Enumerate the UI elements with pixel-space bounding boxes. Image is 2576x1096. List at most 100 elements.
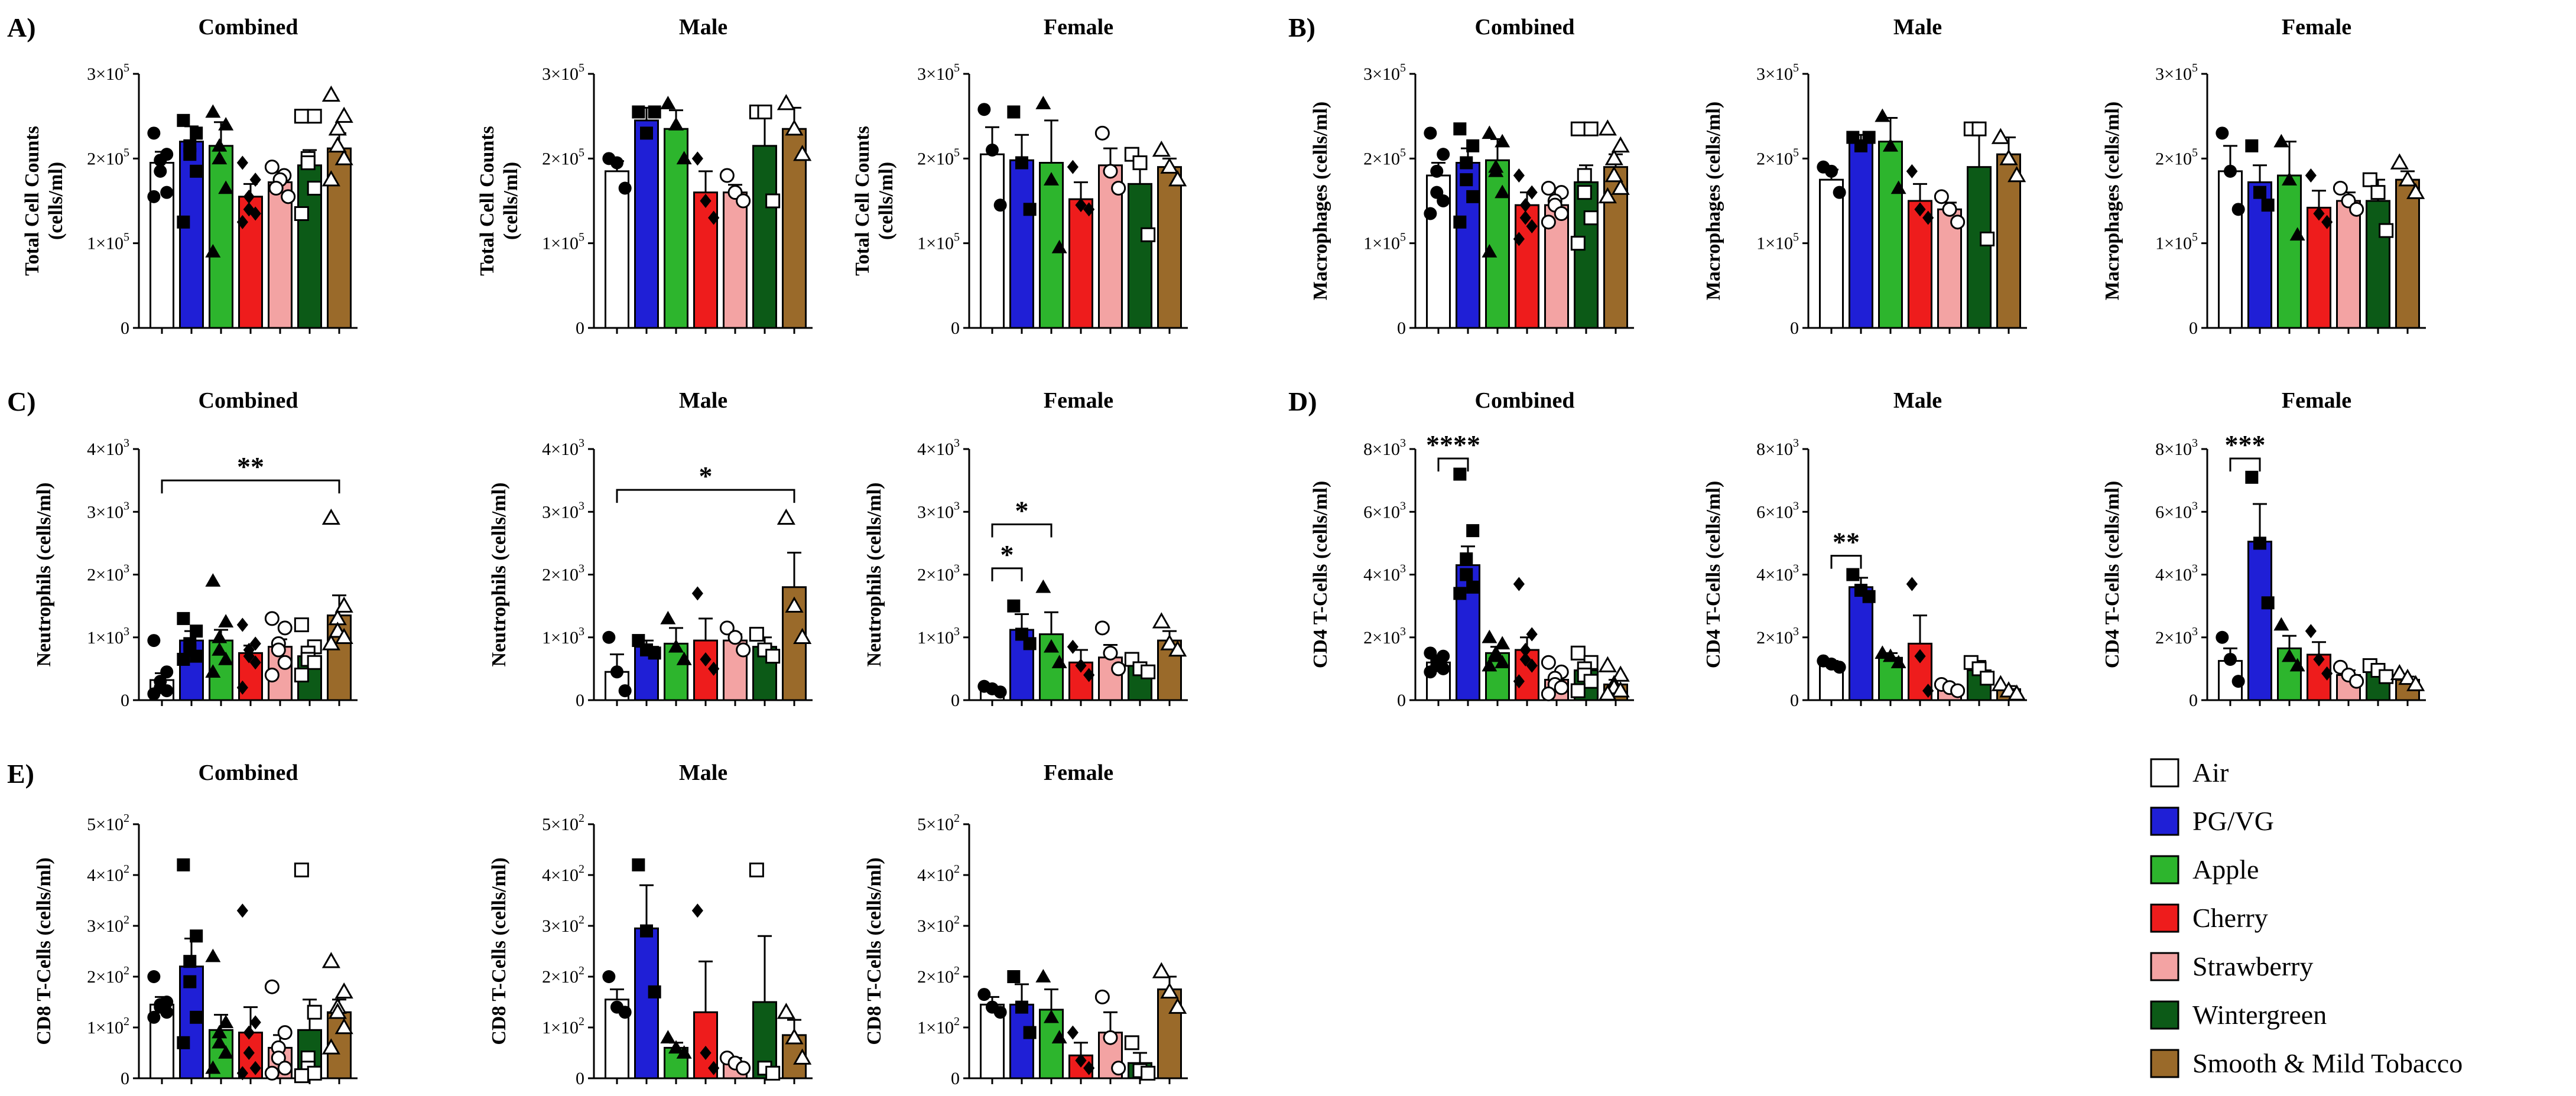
y-tick-label: 1×103: [87, 625, 129, 648]
data-point: [177, 612, 190, 625]
data-point: [1466, 190, 1480, 203]
data-point: [236, 680, 248, 695]
data-point: [602, 630, 616, 644]
data-point: [736, 193, 751, 209]
data-point: [2289, 658, 2305, 672]
panel-e: E) Combined CD8 T-Cells (cells/ml) 0 1×102 2×…: [7, 759, 1188, 1088]
y-tick-label: 3×102: [917, 913, 960, 936]
bar-pg-vg: [1456, 162, 1480, 329]
y-tick-label: 0: [951, 1069, 960, 1088]
y-tick-label: 4×103: [1756, 562, 1799, 585]
data-point: [277, 1061, 293, 1076]
data-point: [736, 1061, 751, 1076]
data-point: [147, 126, 161, 140]
data-point: [1067, 1025, 1079, 1040]
data-point: [249, 655, 261, 670]
y-tick-label: 5×102: [542, 812, 584, 834]
data-point: [243, 189, 255, 204]
data-point: [1570, 121, 1586, 136]
panel-b: B) Combined Macrophages (cells/ml) 0 1×105 2×…: [1288, 12, 2426, 338]
significance-label: **: [1833, 527, 1860, 557]
data-point: [2231, 203, 2245, 216]
bar-wintergreen: [1128, 183, 1152, 329]
legend-item: Smooth & Mild Tobacco: [2150, 1048, 2463, 1078]
y-axis-label: CD4 T-Cells (cells/ml): [1703, 481, 1724, 668]
subplot-title: Combined: [199, 15, 298, 40]
subplot-title: Male: [1893, 15, 1942, 40]
subplot-male: Male CD8 T-Cells (cells/ml) 0 1×102 2×102 3×1…: [488, 760, 813, 1088]
data-point: [1424, 126, 1437, 140]
data-point: [236, 1066, 248, 1081]
data-point: [190, 625, 203, 638]
y-tick-label: 8×103: [1363, 437, 1406, 459]
y-tick-label: 0: [1790, 318, 1799, 338]
data-point: [1495, 184, 1510, 199]
significance-bracket: [616, 489, 795, 503]
data-point: [1999, 149, 2018, 165]
data-point: [691, 151, 703, 166]
bar-air: [1819, 178, 1844, 329]
y-tick-label: 2×105: [2155, 146, 2198, 168]
data-point: [328, 1003, 347, 1019]
data-point: [218, 1014, 234, 1029]
data-point: [676, 1045, 692, 1059]
data-point: [2253, 186, 2266, 199]
data-point: [1453, 122, 1467, 136]
data-point: [1883, 138, 1898, 152]
legend-item: Apple: [2150, 854, 2259, 884]
data-point: [205, 244, 221, 258]
data-point: [1437, 148, 1450, 161]
data-point: [2305, 168, 2317, 183]
y-tick-label: 1×102: [87, 1015, 129, 1038]
legend-label: Air: [2192, 757, 2229, 788]
data-point: [1007, 105, 1021, 119]
legend-label: PG/VG: [2192, 806, 2274, 836]
subplot-combined: Combined CD4 T-Cells (cells/ml) 0 2×103 4×10…: [1310, 388, 1634, 710]
panel-letter: A): [7, 12, 36, 43]
data-point: [2349, 674, 2364, 689]
data-point: [602, 970, 616, 983]
data-point: [1519, 198, 1531, 213]
data-point: [660, 96, 676, 109]
y-tick-label: 2×105: [1756, 146, 1799, 168]
data-point: [648, 105, 661, 119]
y-tick-label: 2×102: [542, 964, 584, 987]
data-point: [1513, 168, 1525, 183]
y-tick-label: 1×105: [2155, 231, 2198, 253]
data-point: [1437, 194, 1450, 207]
panel-letter: E): [7, 759, 34, 789]
y-tick-label: 3×105: [87, 61, 129, 84]
data-point: [1075, 1053, 1087, 1068]
data-point: [2216, 630, 2229, 644]
data-point: [307, 181, 322, 196]
data-point: [190, 1010, 203, 1024]
y-tick-label: 1×103: [917, 625, 960, 648]
data-point: [2390, 153, 2409, 170]
data-point: [1160, 157, 1179, 174]
data-point: [777, 1003, 795, 1019]
y-axis-label: Total Cell Counts: [476, 126, 498, 276]
data-point: [1991, 675, 2010, 691]
data-point: [264, 1065, 280, 1081]
data-point: [749, 626, 764, 642]
data-point: [691, 586, 703, 601]
data-point: [1007, 599, 1021, 613]
data-point: [1111, 661, 1126, 677]
data-point: [1950, 683, 1966, 698]
data-point: [1488, 163, 1504, 177]
subplot-male: Male Total Cell Counts (cells/ml) 0 1×105 2×1…: [476, 15, 813, 338]
data-point: [1044, 172, 1059, 186]
data-point: [977, 988, 991, 1001]
data-point: [2362, 172, 2377, 187]
data-point: [1466, 580, 1480, 594]
data-point: [765, 649, 781, 664]
data-point: [2261, 199, 2275, 212]
data-point: [1906, 577, 1918, 591]
data-point: [977, 103, 991, 116]
data-point: [334, 1017, 353, 1035]
data-point: [993, 685, 1007, 699]
subplot-title: Female: [2282, 388, 2351, 413]
y-tick-label: 1×105: [917, 231, 960, 253]
data-point: [264, 668, 280, 682]
bar-apple: [2277, 174, 2302, 329]
